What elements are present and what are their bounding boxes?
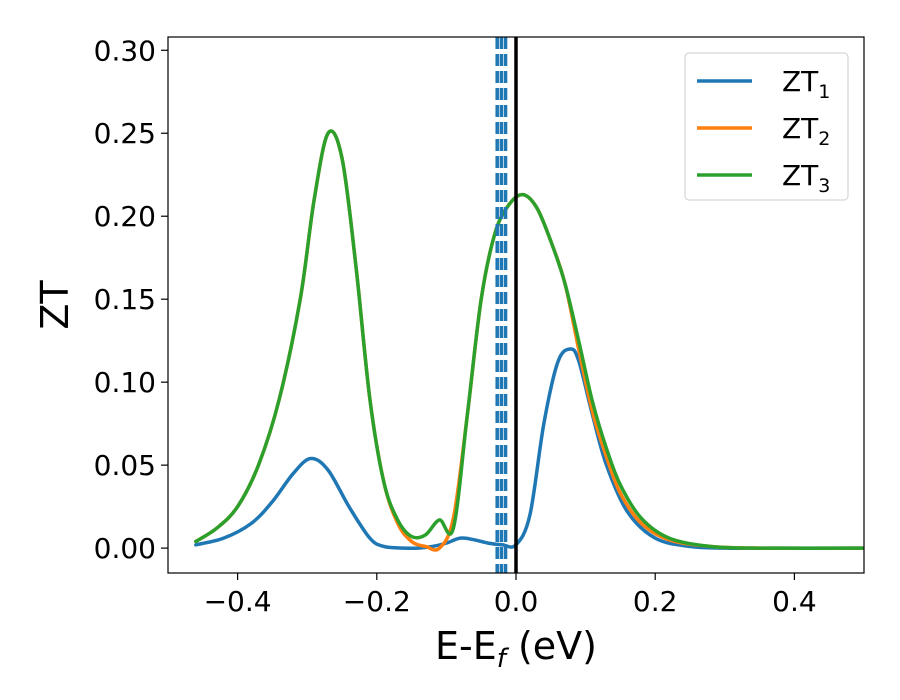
series-line-zt3 (194, 129, 864, 550)
legend-label-main: ZT (782, 65, 819, 98)
y-tick-label: 0.10 (94, 366, 156, 399)
series-line-zt1 (194, 347, 864, 551)
legend-label-zt2: ZT2 (782, 112, 830, 150)
legend-label-sub: 1 (818, 81, 830, 103)
y-tick-label: 0.15 (94, 283, 156, 316)
y-tick-label: 0.25 (94, 117, 156, 150)
x-tick-label: −0.4 (204, 585, 272, 618)
x-tick-label: −0.2 (343, 585, 411, 618)
x-axis-label: E-Ef (eV) (435, 624, 597, 674)
y-tick-label: 0.00 (94, 532, 156, 565)
legend-label-zt3: ZT3 (782, 159, 830, 197)
x-tick-label: 0.2 (633, 585, 678, 618)
y-tick-label: 0.30 (94, 34, 156, 67)
y-axis-label: ZT (33, 280, 77, 330)
series-layer (194, 129, 864, 552)
x-axis-label-main: E-E (435, 624, 497, 668)
legend-label-zt1: ZT1 (782, 65, 830, 103)
x-axis-label-unit: (eV) (506, 624, 597, 668)
legend-label-sub: 3 (818, 175, 830, 197)
legend-label-main: ZT (782, 159, 819, 192)
tick-layer: −0.4 −0.2 0.0 0.2 0.4 0.00 0.05 0.10 0.15 0.20 0.2… (94, 34, 817, 618)
legend-label-sub: 2 (818, 128, 830, 150)
y-tick-label: 0.20 (94, 200, 156, 233)
legend-box (684, 52, 849, 201)
x-tick-label: 0.4 (772, 585, 817, 618)
vline-layer (495, 37, 518, 573)
legend-label-main: ZT (782, 112, 819, 145)
x-tick-label: 0.0 (494, 585, 539, 618)
y-tick-label: 0.05 (94, 449, 156, 482)
